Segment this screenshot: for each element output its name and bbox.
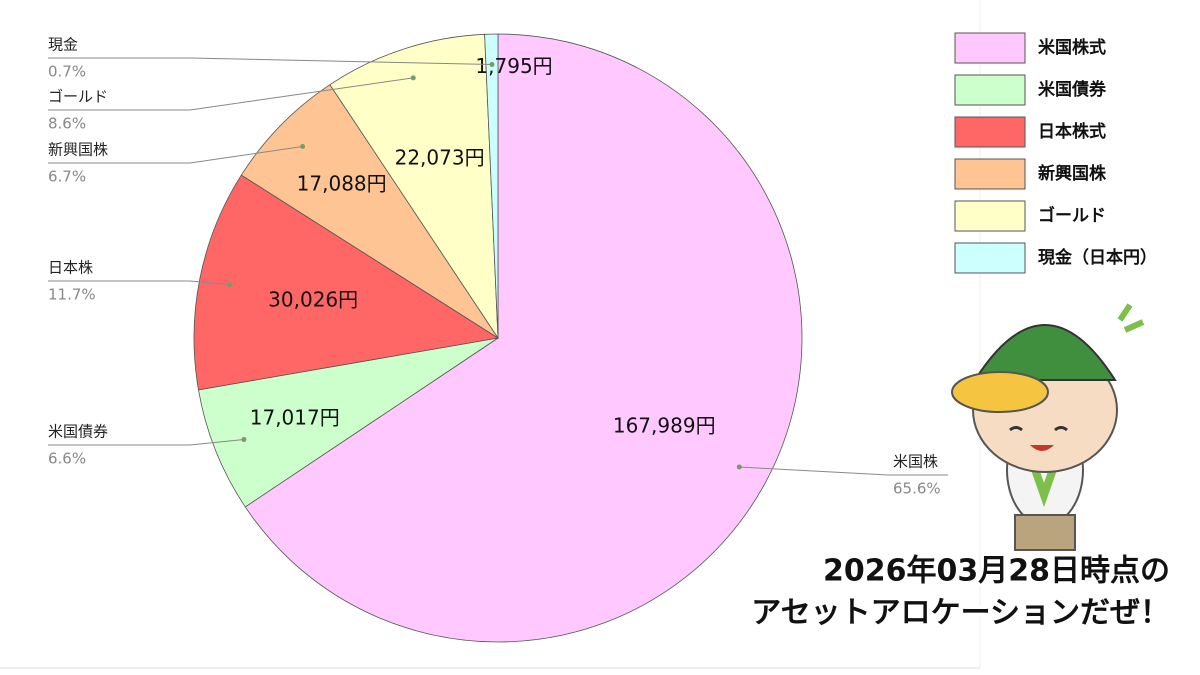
percent-label: 65.6% bbox=[893, 480, 941, 498]
pie-slice bbox=[197, 337, 499, 508]
legend-label: 日本株式 bbox=[1038, 121, 1106, 142]
pie-slice bbox=[484, 33, 499, 339]
percent-label: 11.7% bbox=[48, 286, 96, 304]
category-label: 日本株 bbox=[48, 259, 93, 277]
pie-slice bbox=[240, 84, 499, 339]
leader-line bbox=[739, 466, 948, 476]
legend-label: 米国株式 bbox=[1038, 37, 1106, 58]
leader-dot bbox=[736, 464, 742, 470]
leader-line bbox=[48, 57, 492, 65]
legend-label: 新興国株 bbox=[1038, 163, 1107, 184]
percent-label: 6.7% bbox=[48, 168, 86, 186]
leader-line bbox=[48, 280, 230, 285]
value-label: 167,989円 bbox=[613, 413, 716, 437]
value-label: 22,073円 bbox=[395, 145, 485, 169]
annotation: 2026年03月28日時点の bbox=[823, 554, 1170, 589]
legend-label: 米国債券 bbox=[1038, 79, 1107, 100]
mascot bbox=[951, 303, 1145, 551]
pie-slice bbox=[329, 33, 499, 340]
legend-swatch bbox=[954, 74, 1026, 106]
value-label: 1,795円 bbox=[475, 54, 552, 78]
category-label: 現金 bbox=[48, 36, 78, 54]
leader-line bbox=[48, 146, 303, 164]
legend-label: ゴールド bbox=[1038, 205, 1106, 226]
annotation: アセットアロケーションだぜ！ bbox=[751, 596, 1170, 631]
leader-line bbox=[48, 77, 414, 111]
legend-swatch bbox=[954, 200, 1026, 232]
value-label: 17,088円 bbox=[297, 171, 387, 195]
category-label: 米国株 bbox=[893, 453, 938, 471]
pie-slice bbox=[193, 174, 500, 391]
leader-dot bbox=[300, 144, 306, 150]
percent-label: 6.6% bbox=[48, 450, 86, 468]
category-label: 新興国株 bbox=[48, 141, 108, 159]
category-label: ゴールド bbox=[48, 88, 108, 106]
legend-swatch bbox=[954, 158, 1026, 190]
leader-dot bbox=[227, 281, 233, 287]
value-label: 17,017円 bbox=[250, 406, 340, 430]
leader-dot bbox=[410, 75, 416, 81]
value-label: 30,026円 bbox=[268, 288, 358, 312]
category-label: 米国債券 bbox=[48, 423, 108, 441]
legend-swatch bbox=[954, 116, 1026, 148]
leader-line bbox=[48, 439, 244, 446]
legend-swatch bbox=[954, 32, 1026, 64]
leader-dot bbox=[241, 437, 247, 443]
leader-dot bbox=[489, 61, 495, 67]
legend-label: 現金（日本円） bbox=[1038, 247, 1157, 268]
legend-swatch bbox=[954, 242, 1026, 274]
pie-slice bbox=[244, 33, 803, 643]
percent-label: 8.6% bbox=[48, 115, 86, 133]
percent-label: 0.7% bbox=[48, 63, 86, 81]
